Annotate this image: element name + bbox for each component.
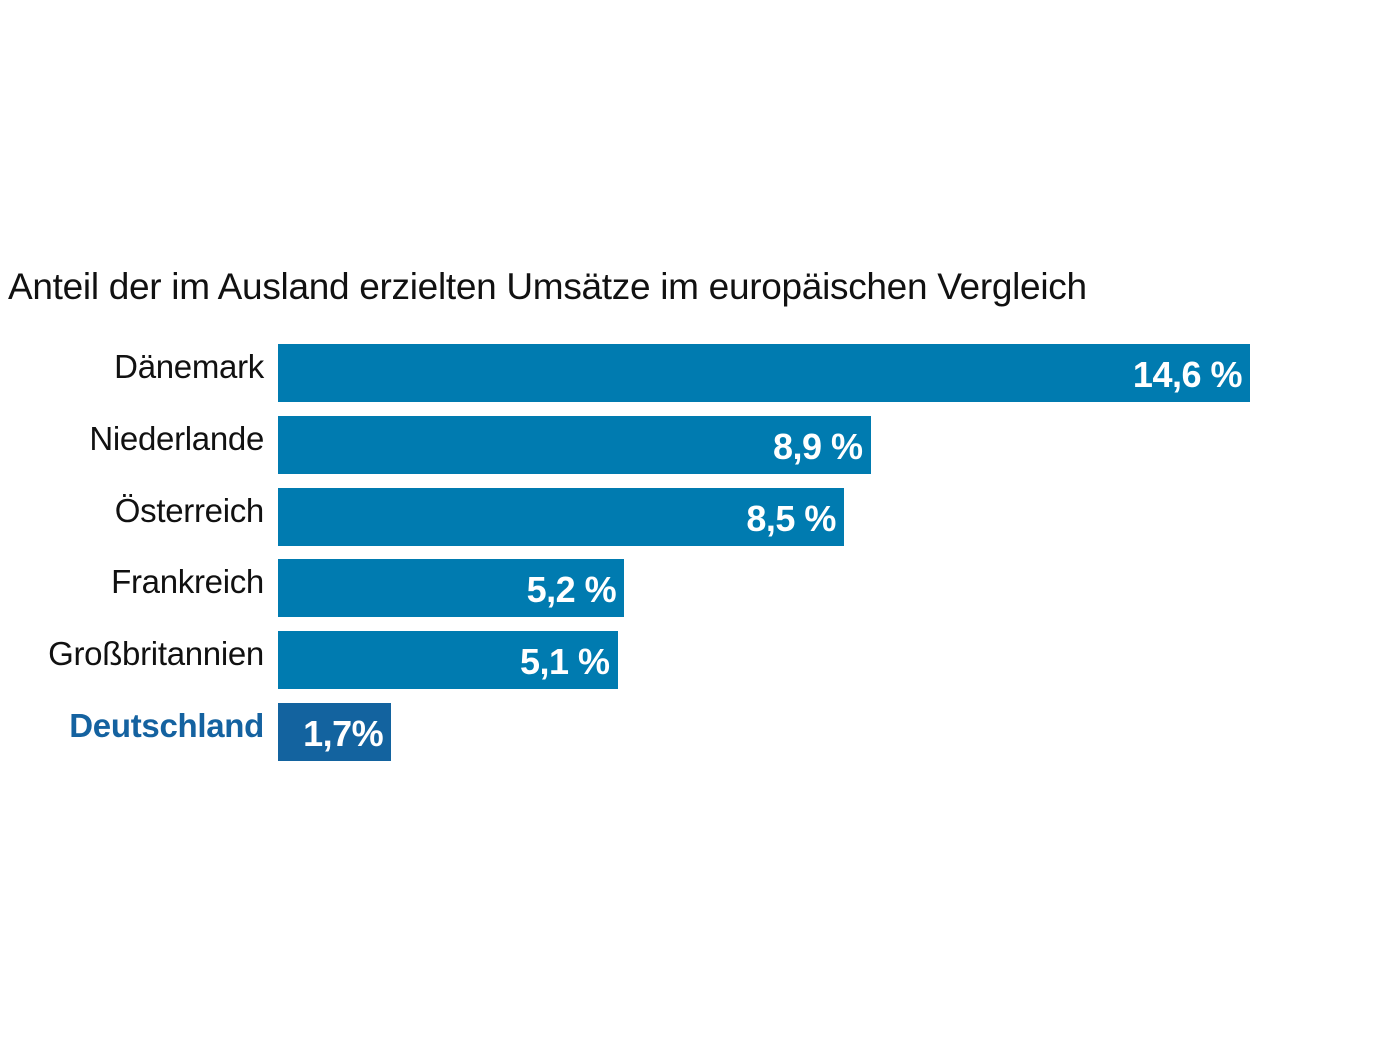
value-label: 8,5 % (746, 497, 836, 539)
bar: 5,2 % (278, 559, 625, 618)
value-label: 1,7% (303, 713, 384, 754)
value-label: 5,1 % (519, 641, 610, 683)
bar: 8,5 % (278, 487, 844, 546)
value-label: 14,6 % (1132, 354, 1243, 395)
bar-row: Frankreich 5,2 % (0, 559, 1400, 618)
bar-row: Österreich 8,5 % (0, 487, 1400, 546)
bar: 14,6 % (278, 344, 1250, 402)
category-label: Österreich (114, 491, 265, 529)
bar: 8,9 % (278, 415, 871, 474)
bar-row: Niederlande 8,9 % (0, 415, 1400, 474)
bar: 1,7% (278, 703, 392, 761)
bar-row: Deutschland 1,7% (0, 703, 1400, 761)
category-label: Großbritannien (48, 635, 264, 673)
bar: 5,1 % (278, 631, 618, 690)
value-label: 8,9 % (772, 425, 863, 467)
bar-row: Dänemark 14,6 % (0, 344, 1400, 402)
bar-row: Großbritannien 5,1 % (0, 631, 1400, 690)
value-label: 5,2 % (526, 569, 617, 611)
chart-title: Anteil der im Ausland erzielten Umsätze … (8, 266, 1087, 307)
category-label: Dänemark (114, 348, 264, 385)
category-label: Niederlande (89, 419, 264, 457)
category-label: Frankreich (111, 563, 264, 601)
category-label: Deutschland (69, 707, 264, 744)
